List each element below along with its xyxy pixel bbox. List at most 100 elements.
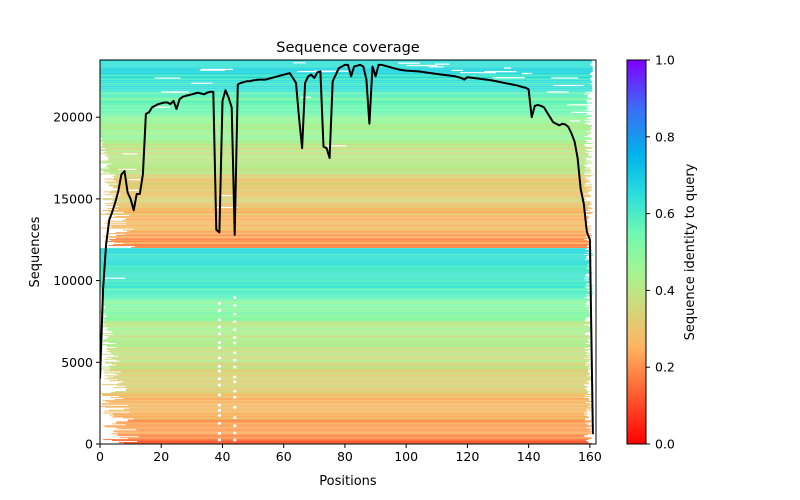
identity-band [117, 383, 590, 385]
coverage-gap [233, 380, 237, 384]
identity-band [133, 418, 585, 420]
coverage-gap [233, 365, 237, 369]
coverage-gap [217, 393, 221, 397]
identity-band [111, 392, 588, 394]
identity-band [100, 267, 587, 269]
identity-band [101, 146, 593, 148]
identity-band [102, 353, 587, 355]
identity-band [107, 315, 592, 317]
coverage-gap [154, 77, 181, 79]
identity-band [104, 178, 585, 180]
identity-band [113, 430, 590, 432]
identity-band [100, 252, 593, 254]
identity-band [100, 104, 585, 106]
identity-band [100, 102, 593, 104]
coverage-gap [484, 71, 517, 73]
identity-band [100, 289, 589, 291]
identity-band [100, 120, 584, 122]
identity-band [103, 318, 587, 320]
identity-band [109, 369, 589, 371]
identity-band [100, 79, 591, 81]
identity-band [105, 307, 589, 309]
identity-band [103, 303, 586, 305]
identity-band [100, 247, 587, 249]
coverage-gap [233, 438, 237, 442]
identity-band [123, 211, 593, 213]
colorbar-tick-label: 0.2 [655, 360, 675, 375]
identity-band [101, 290, 588, 292]
identity-band [100, 69, 593, 71]
identity-band [108, 158, 587, 160]
identity-band [100, 265, 590, 267]
identity-band [110, 351, 588, 353]
x-tick-label: 120 [455, 449, 479, 464]
identity-band [102, 210, 591, 211]
identity-band [102, 140, 587, 142]
identity-band [103, 191, 589, 193]
identity-band [133, 228, 592, 230]
identity-band [105, 150, 593, 152]
identity-band [127, 388, 585, 390]
identity-band [123, 229, 585, 231]
identity-band [104, 361, 588, 363]
identity-band [103, 236, 586, 238]
identity-band [100, 86, 592, 88]
identity-band [117, 432, 591, 434]
identity-band [103, 425, 593, 427]
identity-band [100, 368, 593, 370]
identity-band [100, 92, 591, 94]
identity-band [100, 80, 592, 82]
identity-band [100, 85, 593, 87]
identity-band [116, 204, 592, 206]
identity-band [113, 334, 585, 336]
identity-band [102, 384, 584, 386]
y-axis-label: Sequences [28, 216, 43, 287]
identity-band [114, 176, 585, 178]
x-tick-label: 140 [517, 449, 541, 464]
identity-band [119, 360, 590, 362]
identity-band [103, 339, 588, 341]
identity-band [113, 243, 589, 245]
identity-band [106, 347, 585, 349]
identity-band [123, 417, 588, 419]
identity-band [105, 344, 591, 346]
identity-band [100, 292, 591, 294]
coverage-gap [216, 206, 238, 209]
identity-band [102, 309, 593, 311]
x-tick-label: 160 [578, 449, 602, 464]
identity-band [100, 173, 588, 175]
coverage-gap [152, 106, 170, 108]
identity-band [100, 127, 591, 128]
identity-band [100, 251, 587, 253]
identity-band [117, 188, 588, 190]
coverage-gap [233, 396, 237, 399]
identity-band [100, 73, 591, 75]
coverage-gap [569, 120, 580, 122]
identity-band [109, 380, 589, 382]
identity-band [103, 321, 593, 323]
identity-band [100, 291, 593, 293]
identity-band [100, 333, 586, 335]
coverage-gap [128, 179, 141, 181]
identity-band [118, 428, 591, 430]
identity-band [102, 317, 586, 319]
identity-band [115, 180, 588, 182]
identity-band [100, 123, 585, 125]
identity-band [103, 320, 586, 322]
coverage-gaps [102, 62, 596, 442]
colorbar-ticks: 0.0 0.2 0.4 0.6 0.8 1.0 [646, 53, 675, 452]
identity-band [113, 387, 587, 389]
coverage-gap [172, 91, 181, 93]
identity-band [100, 259, 592, 261]
identity-band [100, 250, 591, 252]
identity-band [107, 338, 593, 340]
identity-band [108, 210, 585, 212]
identity-band [108, 244, 588, 246]
identity-band [118, 435, 585, 437]
coverage-gap [233, 312, 237, 316]
colorbar [626, 59, 647, 445]
identity-band [100, 89, 592, 91]
identity-band [100, 128, 591, 130]
identity-band [120, 437, 592, 439]
coverage-gap [233, 320, 237, 323]
